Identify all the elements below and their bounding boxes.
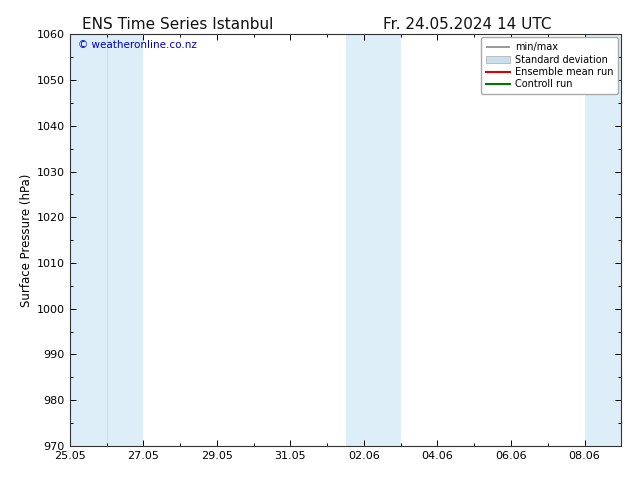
Text: Fr. 24.05.2024 14 UTC: Fr. 24.05.2024 14 UTC	[383, 17, 552, 32]
Text: © weatheronline.co.nz: © weatheronline.co.nz	[78, 41, 197, 50]
Text: ENS Time Series Istanbul: ENS Time Series Istanbul	[82, 17, 274, 32]
Bar	[585, 34, 621, 446]
Bar	[346, 34, 401, 446]
Legend: min/max, Standard deviation, Ensemble mean run, Controll run: min/max, Standard deviation, Ensemble me…	[481, 37, 618, 94]
Bar	[70, 34, 107, 446]
Y-axis label: Surface Pressure (hPa): Surface Pressure (hPa)	[20, 173, 32, 307]
Bar	[107, 34, 143, 446]
